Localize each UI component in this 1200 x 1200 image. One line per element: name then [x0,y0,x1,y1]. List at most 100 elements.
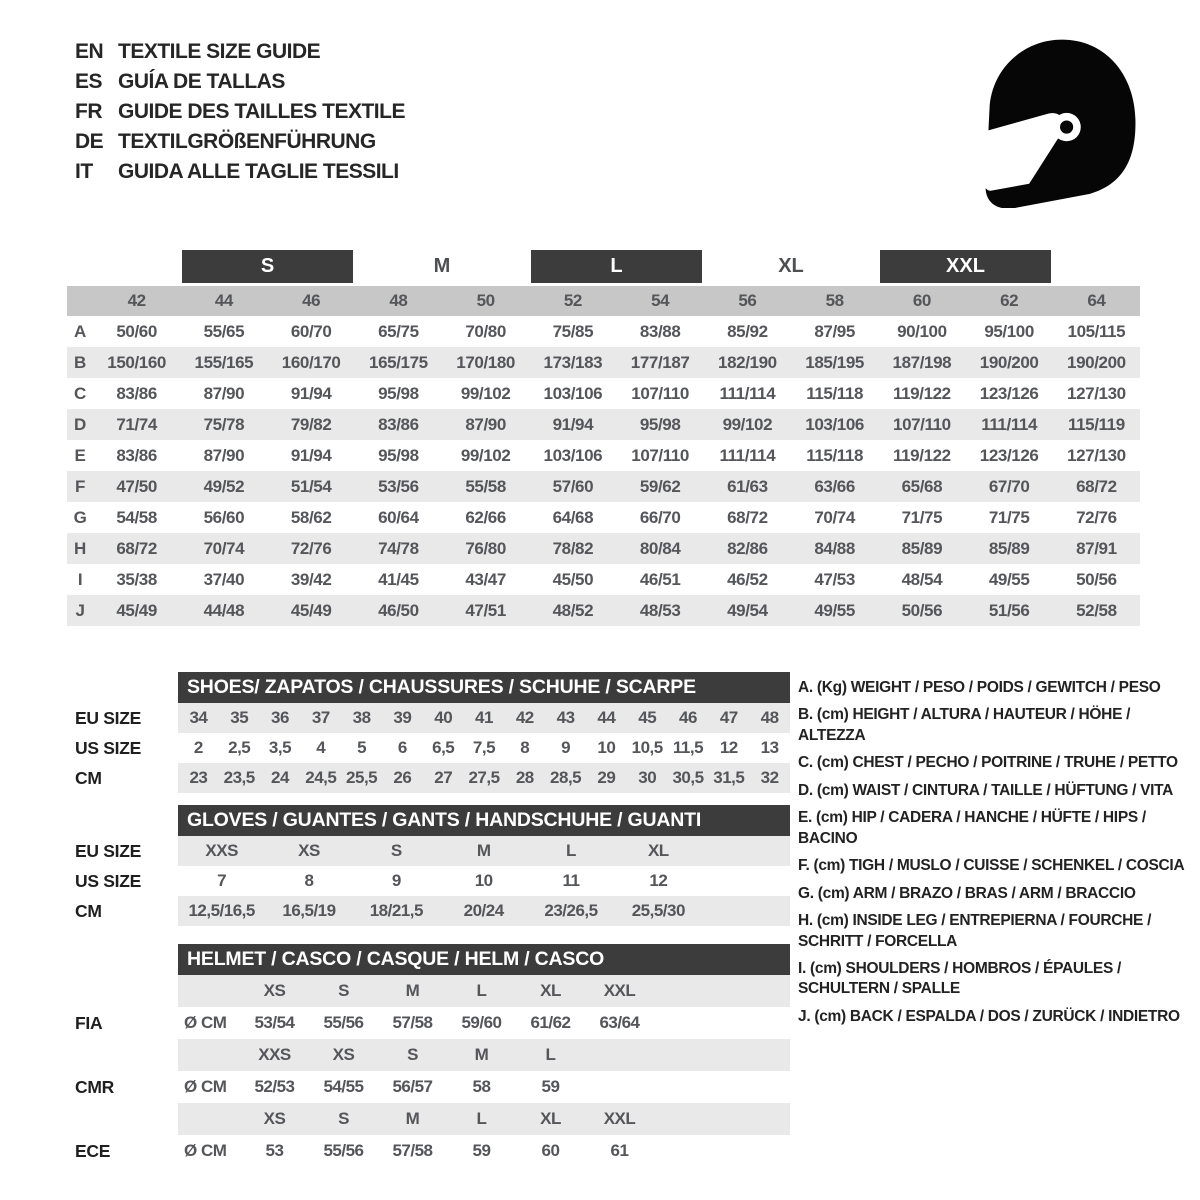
size-table-row: A 50/60 55/65 60/70 65/75 70/80 75/85 83/88 85/9… [67,316,1140,347]
measure-value: 23/26,5 [544,901,598,920]
size-value: 83/86 [116,383,157,403]
measure-value: 28,5 [550,768,582,787]
size-value: 47/50 [116,476,157,496]
row-label-spacer [65,1039,178,1071]
legend-entry: J. (cm) BACK / ESPALDA / DOS / ZURÜCK / … [798,1007,1180,1025]
size-value: 65/75 [378,321,419,341]
size-value: 75/78 [203,414,245,434]
row-label-spacer [65,975,178,1007]
measure-value: 12,5/16,5 [188,901,255,920]
size-value: 48/54 [901,569,943,589]
language-code: EN [75,40,104,63]
size-table-row: B 150/160 155/165 160/170 165/175 170/180 173/… [67,347,1140,378]
size-value: 57/60 [552,476,594,496]
size-group-xxl: XXL [880,250,1051,283]
legend-list: A. (Kg) WEIGHT / PESO / POIDS / GEWITCH … [798,678,1194,1034]
helmet-value: 61 [610,1141,629,1160]
helmet-size-label: L [545,1045,556,1064]
helmet-values: Ø CM 52/53 54/55 56/57 58 59 [178,1071,790,1103]
size-table-body: A 50/60 55/65 60/70 65/75 70/80 75/85 83/88 85/9… [67,316,1140,626]
size-column-header: 42 [127,291,147,310]
helmet-value: 60 [541,1141,560,1160]
size-value: 49/54 [727,600,768,620]
measure-value: 12 [649,871,668,890]
measure-value: 36 [271,708,289,727]
size-value: 82/86 [727,538,768,558]
size-value: 78/82 [552,538,594,558]
size-value: 170/180 [456,352,515,372]
size-value: 111/114 [719,383,776,403]
helmet-value: 53/54 [254,1013,295,1032]
language-code: IT [75,160,93,183]
measure-value: 30,5 [672,768,704,787]
measure-value: 41 [475,708,493,727]
row-label-spacer [65,1103,178,1135]
measure-value: 30 [638,768,657,787]
size-value: 56/60 [203,507,245,527]
measure-value: 24 [271,768,289,787]
row-label: US SIZE [75,870,141,891]
size-value: 187/198 [892,352,952,372]
size-value: 95/98 [378,445,419,465]
measure-row: CM 12,5/16,5 16,5/19 18/21,5 20/24 23/26,5 25,… [65,896,790,926]
size-value: 62/66 [465,507,506,527]
helmet-value: 63/64 [599,1013,640,1032]
size-column-header: 58 [825,291,845,310]
language-row: ES GUÍA DE TALLAS [75,70,405,94]
size-value: 107/110 [631,383,689,403]
size-group-s: S [182,250,353,283]
measure-value: 7 [217,871,227,890]
size-value: 44/48 [203,600,245,620]
helmet-data-row: FIA Ø CM 53/54 55/56 57/58 59/60 61/62 63/64 [65,1007,790,1039]
row-letter: D [74,414,86,434]
size-value: 50/56 [1076,569,1117,589]
row-letter: B [74,352,86,372]
size-value: 43/47 [465,569,506,589]
row-letter: F [75,476,85,496]
size-value: 52/58 [1076,600,1117,620]
size-value: 76/80 [465,538,506,558]
row-values: 12,5/16,5 16,5/19 18/21,5 20/24 23/26,5 25,5/… [178,896,790,926]
size-value: 83/88 [639,321,681,341]
size-value: 190/200 [979,352,1039,372]
unit-label: Ø CM [184,1077,227,1096]
size-value: 165/175 [369,352,428,372]
measure-row: US SIZE 7 8 9 10 11 12 [65,866,790,896]
size-value: 83/86 [378,414,419,434]
size-value: 50/60 [116,321,157,341]
measure-row: EU SIZE XXS XS S M L XL [65,836,790,866]
size-table-row: D 71/74 75/78 79/82 83/86 87/90 91/94 95/98 99/1… [67,409,1140,440]
size-value: 107/110 [893,414,951,434]
size-value: 91/94 [290,383,332,403]
helmet-value: 59 [472,1141,491,1160]
helmet-size-label: S [338,1109,349,1128]
textile-size-table: S M L XL XXL 42 44 46 48 50 52 54 56 58 60 62 64 A 50/60… [67,250,1140,626]
measure-value: 26 [393,768,412,787]
measure-value: XL [647,841,669,860]
language-title: TEXTILE SIZE GUIDE [118,40,321,63]
size-value: 46/52 [727,569,768,589]
helmet-size-label: M [405,981,420,1000]
size-group-xl: XL [778,255,804,277]
size-value: 95/98 [639,414,681,434]
size-column-header: 64 [1087,291,1106,310]
measure-value: 28 [515,768,534,787]
legend-entry: F. (cm) TIGH / MUSLO / CUISSE / SCHENKEL… [798,857,1185,875]
size-value: 182/190 [718,352,777,372]
size-column-header: 54 [651,291,670,310]
measure-value: 8 [520,738,530,757]
size-group-l: L [531,250,702,283]
language-title: GUÍA DE TALLAS [118,70,285,93]
legend-entry: E. (cm) HIP / CADERA / HANCHE / HÜFTE / … [798,809,1146,847]
size-value: 70/80 [465,321,506,341]
size-value: 51/54 [290,476,332,496]
helmet-value: 61/62 [530,1013,571,1032]
row-letter: A [74,321,86,341]
legend-entry: H. (cm) INSIDE LEG / ENTREPIERNA / FOURC… [798,912,1152,950]
measure-value: 3,5 [268,738,292,757]
shoes-table-header: SHOES/ ZAPATOS / CHAUSSURES / SCHUHE / S… [178,672,790,703]
size-value: 54/58 [116,507,157,527]
size-value: 111/114 [981,414,1038,434]
size-table-row: I 35/38 37/40 39/42 41/45 43/47 45/50 46/51 46/5… [67,564,1140,595]
size-value: 71/75 [988,507,1030,527]
